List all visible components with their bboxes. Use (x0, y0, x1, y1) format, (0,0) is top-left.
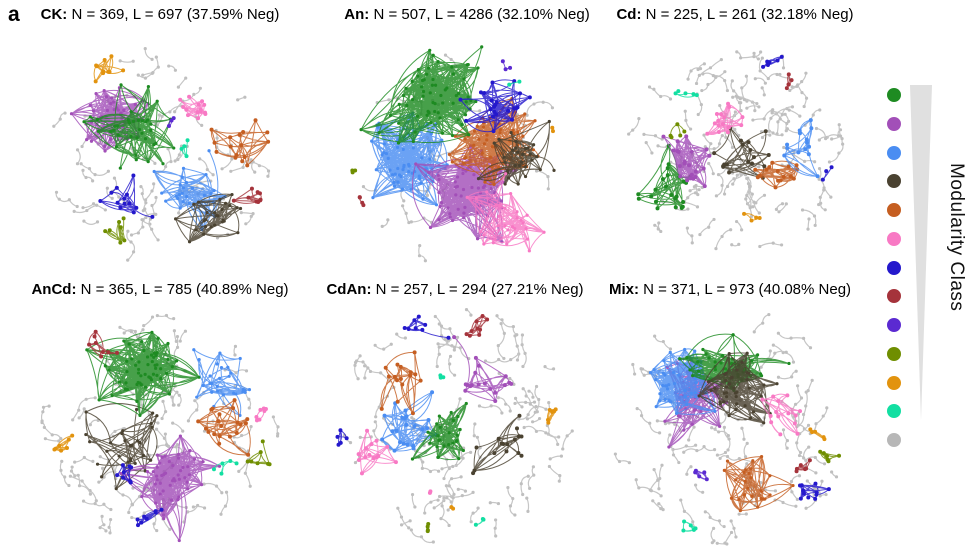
panel-title-an: An: N = 507, L = 4286 (32.10% Neg) (322, 6, 612, 23)
network-cd (615, 40, 855, 266)
panel-title-ck-bold: CK: (40, 6, 68, 23)
legend-dot-3 (887, 174, 901, 189)
legend-dot-9 (887, 346, 901, 361)
panel-title-cd: Cd: N = 225, L = 261 (32.18% Neg) (590, 6, 880, 23)
panel-title-cdan-bold: CdAn: (326, 281, 372, 298)
panel-title-ancd-stats: N = 365, L = 785 (40.89% Neg) (76, 281, 289, 298)
panel-title-ck: CK: N = 369, L = 697 (37.59% Neg) (15, 6, 305, 23)
panel-title-mix: Mix: N = 371, L = 973 (40.08% Neg) (585, 281, 875, 298)
legend-title: Modularity Class (946, 163, 967, 312)
network-cdan (325, 303, 585, 549)
panel-title-an-bold: An: (344, 6, 370, 23)
legend-dot-7 (887, 289, 901, 304)
panel-label-a: a (8, 3, 20, 26)
panel-title-cdan: CdAn: N = 257, L = 294 (27.21% Neg) (310, 281, 600, 298)
legend-dot-8 (887, 318, 901, 332)
legend-dot-6 (887, 260, 901, 275)
network-ancd (32, 303, 288, 549)
panel-title-mix-bold: Mix: (608, 281, 639, 298)
legend-dot-5 (887, 231, 901, 246)
panel-title-cd-stats: N = 225, L = 261 (32.18% Neg) (641, 6, 854, 23)
legend-dot-10 (887, 375, 901, 390)
network-mix (600, 303, 860, 549)
panel-title-an-stats: N = 507, L = 4286 (32.10% Neg) (369, 6, 590, 23)
legend-dot-0 (887, 88, 901, 102)
panel-title-mix-stats: N = 371, L = 973 (40.08% Neg) (638, 281, 852, 298)
legend-dot-1 (887, 116, 901, 131)
legend-dot-11 (887, 404, 901, 419)
panel-title-cd-bold: Cd: (616, 6, 642, 23)
panel-title-ck-stats: N = 369, L = 697 (37.59% Neg) (67, 6, 280, 23)
network-an (335, 32, 599, 274)
panel-title-ancd-bold: AnCd: (31, 281, 77, 298)
modularity-wedge-icon (910, 85, 932, 420)
legend-dot-12 (887, 433, 901, 447)
legend-dot-4 (887, 203, 901, 217)
panel-title-cdan-stats: N = 257, L = 294 (27.21% Neg) (371, 281, 584, 298)
legend-dot-2 (887, 145, 901, 160)
panel-title-ancd: AnCd: N = 365, L = 785 (40.89% Neg) (15, 281, 305, 298)
network-ck (35, 40, 285, 270)
